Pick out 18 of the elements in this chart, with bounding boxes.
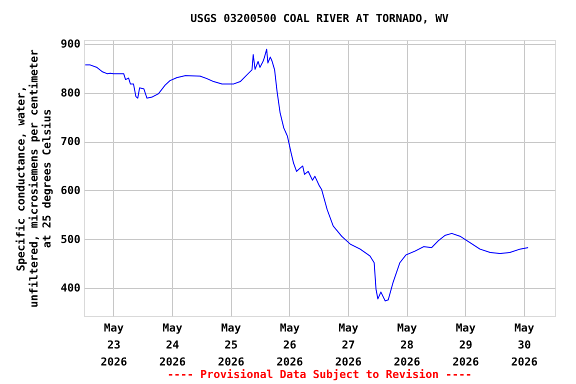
line-series <box>84 48 529 302</box>
x-tick-label: May 26 2026 <box>276 322 304 368</box>
x-tick-label: May 28 2026 <box>394 322 421 368</box>
x-tick-label: May 25 2026 <box>218 322 245 368</box>
y-tick-label: 900 <box>60 37 80 50</box>
x-tick-label: May 23 2026 <box>100 322 128 368</box>
y-tick-label: 500 <box>60 232 80 246</box>
y-axis-title: Specific conductance, water, unfiltered, microsiemens per centimeter at 25 degrees Celsius <box>14 48 54 308</box>
x-tick-label: May 24 2026 <box>159 322 186 368</box>
chart-title: USGS 03200500 COAL RIVER AT TORNADO, WV <box>190 12 450 25</box>
y-tick-label: 400 <box>60 282 80 295</box>
y-tick-label: 700 <box>60 135 80 148</box>
x-tick-label: May 29 2026 <box>452 322 480 368</box>
y-tick-label: 600 <box>60 184 80 197</box>
x-tick-label: May 30 2026 <box>511 322 538 368</box>
x-tick-label: May 27 2026 <box>335 322 362 368</box>
text: ---- Provisional Data Subject to Revision ---- <box>167 368 472 381</box>
y-tick-label: 800 <box>60 86 80 100</box>
